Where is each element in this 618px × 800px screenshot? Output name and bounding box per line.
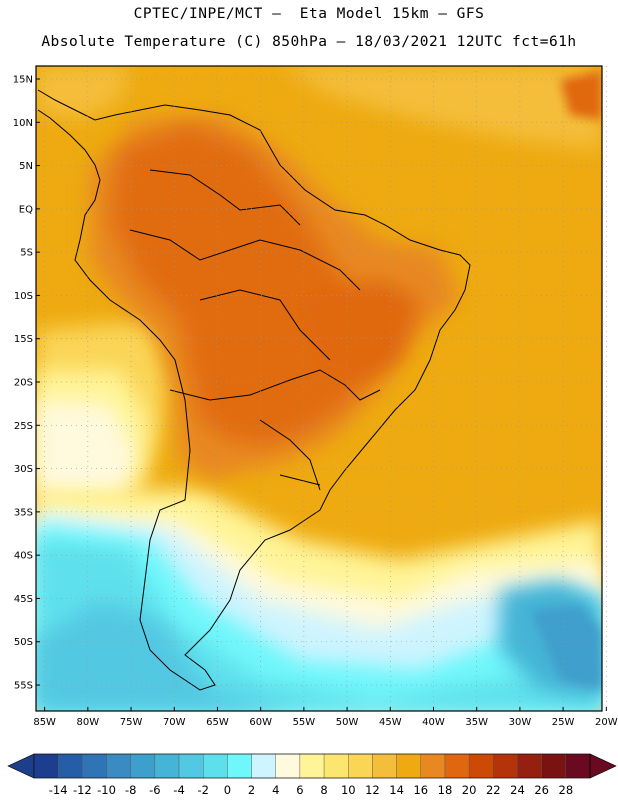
colorbar-label: 22	[486, 783, 501, 797]
colorbar-label: -8	[125, 783, 136, 797]
colorbar-swatch	[493, 753, 518, 779]
title-line-1: CPTEC/INPE/MCT – Eta Model 15km – GFS	[133, 6, 485, 22]
lat-tick-label: 40S	[14, 551, 33, 562]
lon-tick-label: 35W	[465, 717, 488, 728]
colorbar-swatch	[517, 753, 542, 779]
map-frame-border	[35, 65, 603, 712]
lon-tick-label: 40W	[422, 717, 445, 728]
colorbar-label: 24	[510, 783, 525, 797]
colorbar-swatch	[420, 753, 446, 779]
colorbar-label: 6	[296, 783, 303, 797]
lat-tick-label: 15S	[14, 334, 33, 345]
lat-tick-label: 55S	[14, 681, 33, 692]
lat-tick-label: 10N	[13, 118, 33, 129]
colorbar-swatch	[106, 753, 131, 779]
lon-tick-label: 45W	[379, 717, 402, 728]
colorbar-label: 8	[320, 783, 327, 797]
colorbar-swatch	[444, 753, 470, 779]
colorbar-swatch	[275, 753, 301, 779]
colorbar-label: 18	[438, 783, 453, 797]
lon-tick-label: 60W	[249, 717, 272, 728]
lat-tick-label: EQ	[19, 204, 33, 215]
colorbar-swatch	[82, 753, 107, 779]
lon-tick-label: 65W	[206, 717, 229, 728]
colorbar-label: -14	[49, 783, 68, 797]
lat-tick-label: 50S	[14, 637, 33, 648]
colorbar-frame	[33, 753, 591, 779]
lon-tick-label: 20W	[595, 717, 618, 728]
colorbar-swatch	[154, 753, 180, 779]
lat-tick-label: 35S	[14, 507, 33, 518]
colorbar-swatch	[130, 753, 156, 779]
colorbar-swatch	[323, 753, 349, 779]
colorbar-label: 28	[559, 783, 574, 797]
colorbar-label: -6	[149, 783, 160, 797]
colorbar-label: 0	[224, 783, 231, 797]
colorbar-label: 20	[462, 783, 477, 797]
lat-tick-label: 30S	[14, 464, 33, 475]
lat-tick-label: 20S	[14, 378, 33, 389]
temperature-field	[36, 66, 602, 711]
longitude-axis: 85W 80W 75W 70W 65W 60W 55W 50W 45W 40W 35W 30W 25W 2…	[33, 707, 618, 728]
colorbar-swatch	[227, 753, 252, 779]
colorbar-swatch	[57, 753, 83, 779]
colorbar-swatch	[468, 753, 494, 779]
colorbar-swatch	[203, 753, 228, 779]
colorbar-label: 14	[389, 783, 404, 797]
latitude-axis: 15N 10N 5N EQ 5S 10S 15S 20S 25S 30S 35S 40S 45S 50S 5…	[13, 74, 40, 692]
colorbar-label: 10	[341, 783, 356, 797]
lat-tick-label: 45S	[14, 594, 33, 605]
lon-tick-label: 80W	[77, 717, 100, 728]
colorbar-swatch	[33, 753, 59, 779]
lon-tick-label: 75W	[120, 717, 143, 728]
colorbar-swatch	[299, 753, 325, 779]
colorbar-label: -4	[173, 783, 184, 797]
coastlines	[37, 89, 471, 691]
title-line-2: Absolute Temperature (C) 850hPa – 18/03/…	[41, 34, 577, 50]
colorbar-arrow-low	[7, 753, 35, 779]
lat-tick-label: 10S	[14, 291, 33, 302]
lat-tick-label: 25S	[14, 421, 33, 432]
colorbar-label: 12	[365, 783, 380, 797]
colorbar-swatch	[178, 753, 204, 779]
colorbar-label: 26	[534, 783, 549, 797]
colorbar-label: -2	[197, 783, 208, 797]
lon-tick-label: 55W	[293, 717, 316, 728]
colorbar-label: -10	[97, 783, 116, 797]
colorbar-swatch	[251, 753, 276, 779]
colorbar: -14 -12 -10 -8 -6 -4 -2 0 2 4 6 8 10 12 14 16 18 20 22 24 26…	[7, 753, 617, 797]
colorbar-swatch	[396, 753, 421, 779]
colorbar-label: 4	[272, 783, 279, 797]
colorbar-swatch	[372, 753, 397, 779]
lon-tick-label: 50W	[336, 717, 359, 728]
colorbar-arrow-high	[589, 753, 617, 779]
colorbar-swatch	[541, 753, 567, 779]
lon-tick-label: 70W	[163, 717, 186, 728]
colorbar-swatch	[348, 753, 373, 779]
colorbar-label: 16	[413, 783, 428, 797]
lat-tick-label: 5S	[20, 248, 33, 259]
colorbar-swatch	[565, 753, 591, 779]
colorbar-label: 2	[248, 783, 255, 797]
lon-tick-label: 30W	[509, 717, 532, 728]
lat-tick-label: 15N	[13, 74, 33, 85]
lon-tick-label: 25W	[552, 717, 575, 728]
lat-tick-label: 5N	[19, 161, 33, 172]
colorbar-label: -12	[73, 783, 92, 797]
lon-tick-label: 85W	[33, 717, 56, 728]
